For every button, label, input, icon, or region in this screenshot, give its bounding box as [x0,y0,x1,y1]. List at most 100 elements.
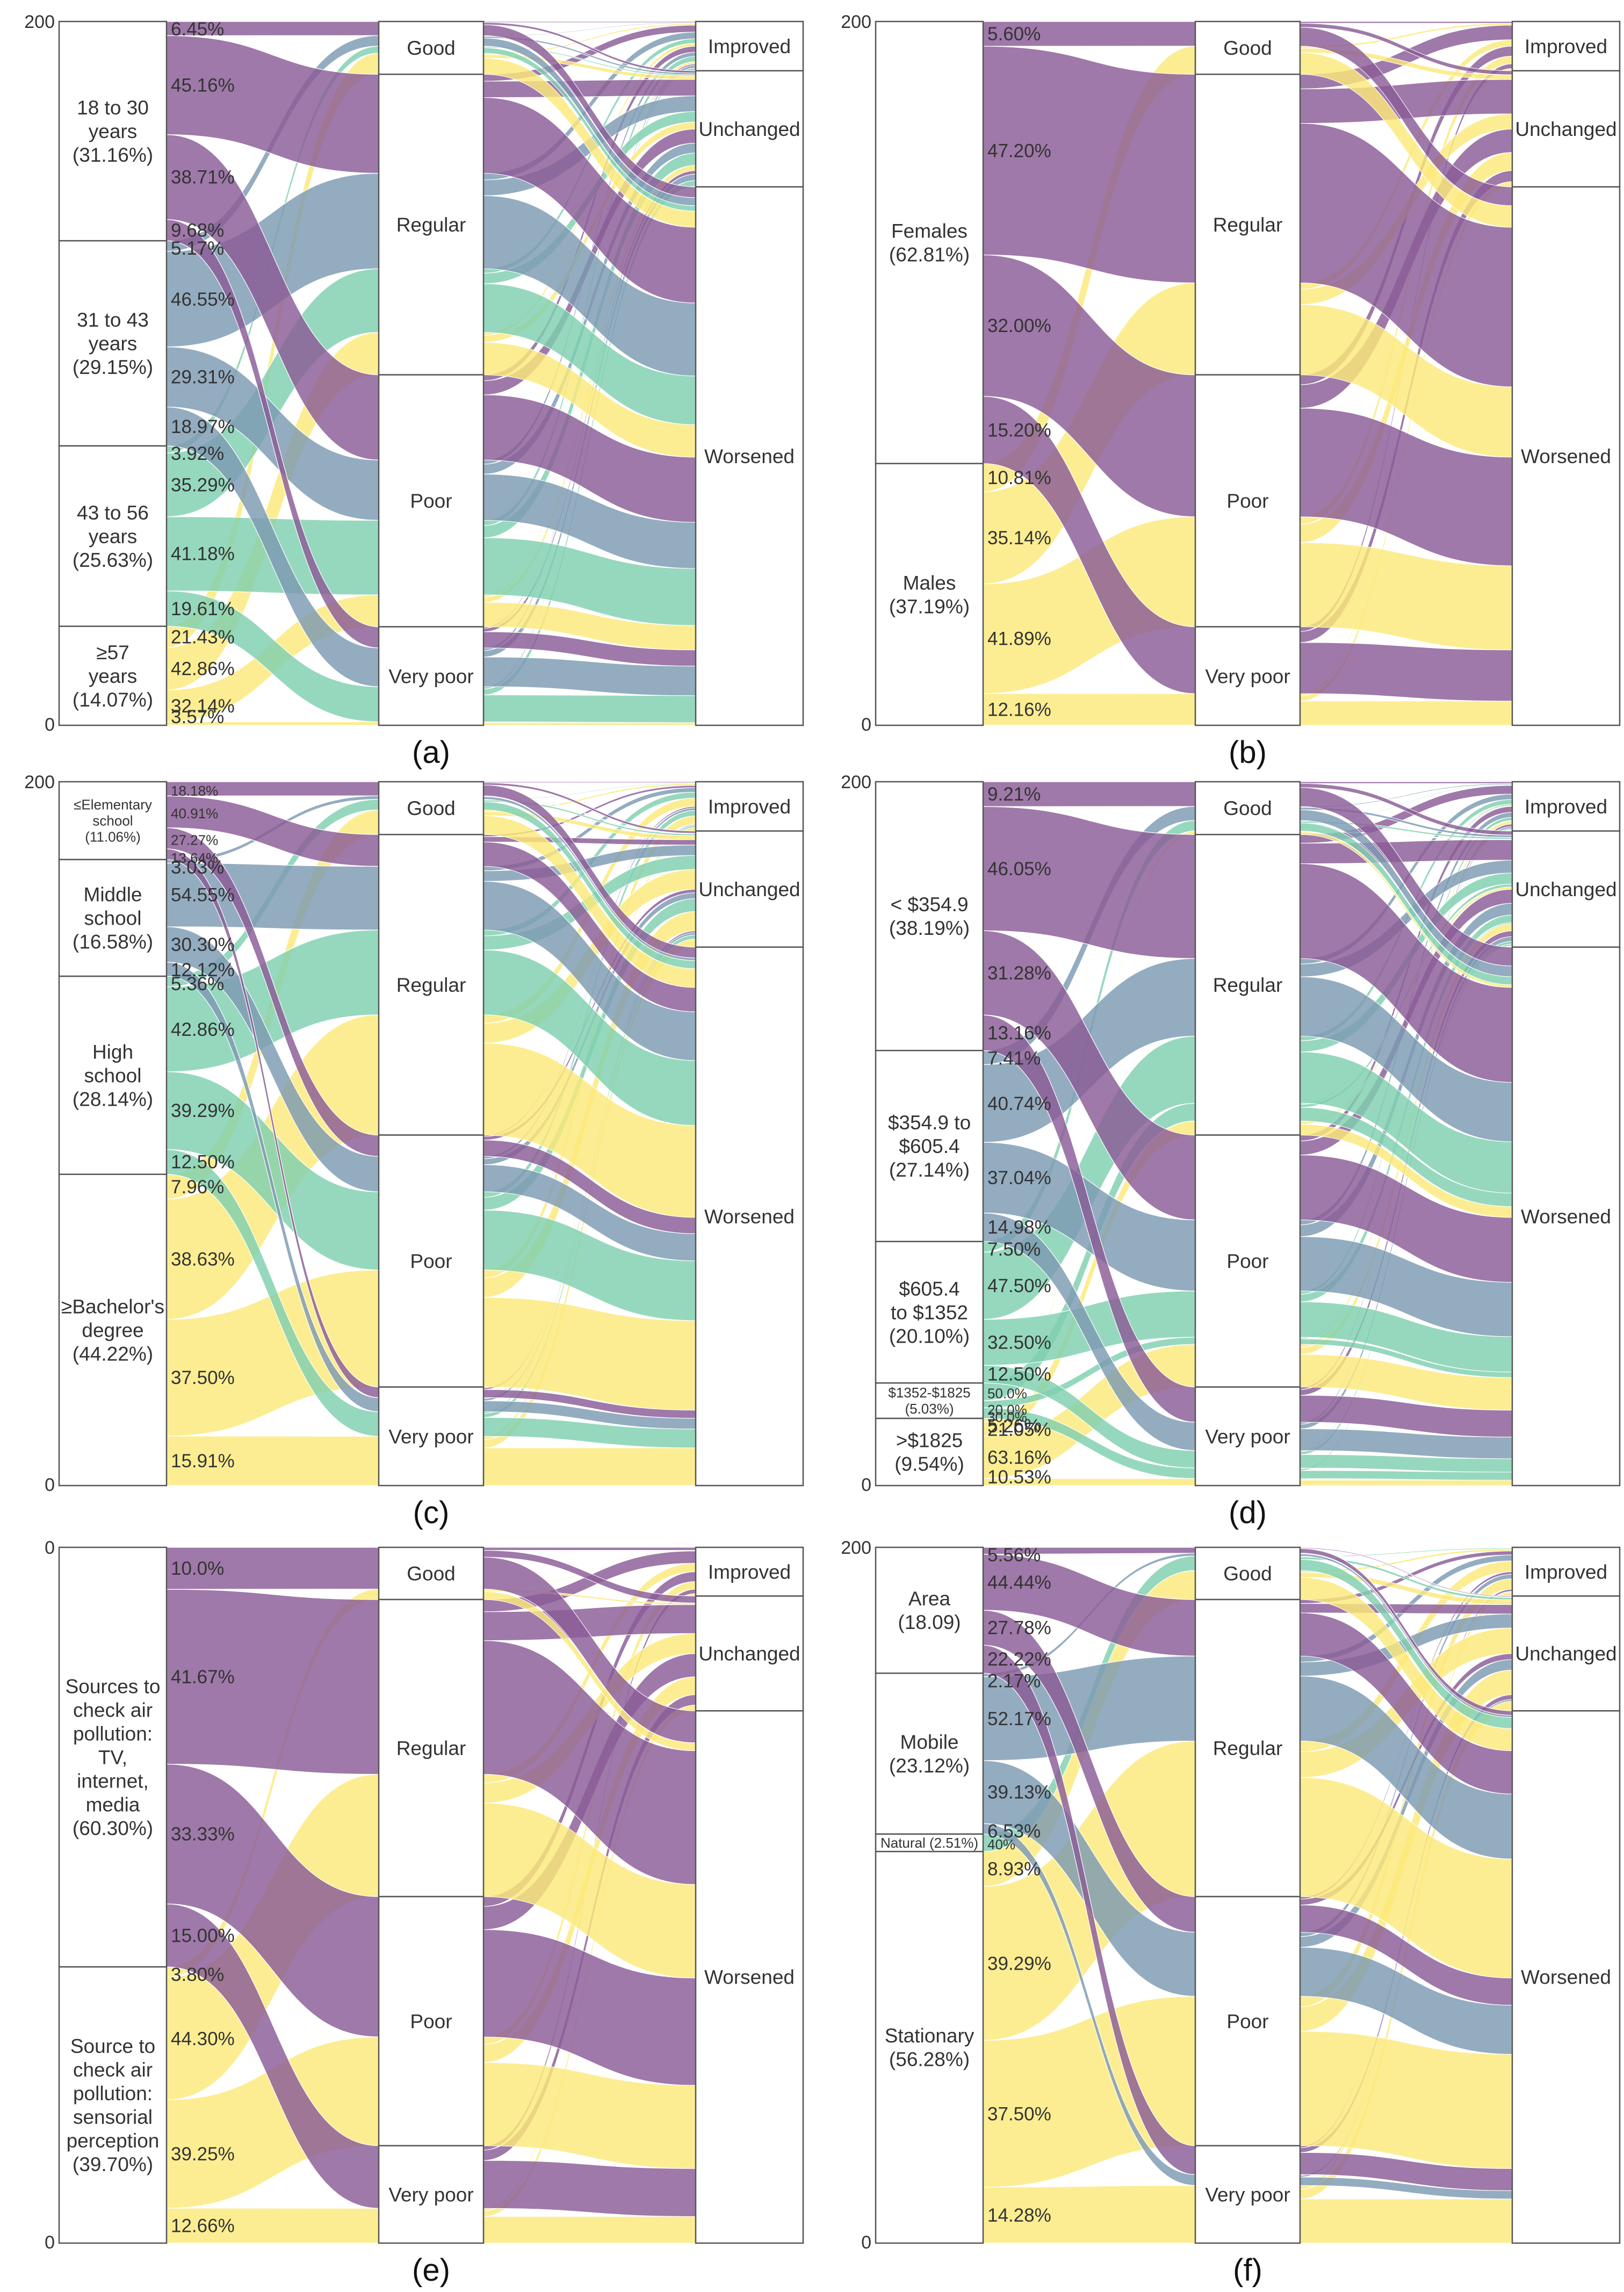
flow-percent-label: 5.17% [171,238,224,259]
category-label-line: Females [891,220,968,242]
stage-label: Good [407,797,456,819]
category-label-line: ≥57 [96,642,129,664]
category-label-line: years [89,665,137,687]
category-label-line: Stationary [885,2025,975,2047]
flow-percent-label: 54.55% [171,885,235,906]
category-label-line: Natural (2.51%) [880,1835,978,1851]
stage-label: Very poor [388,1425,473,1447]
flow-percent-label: 7.50% [987,1239,1041,1260]
flow-percent-label: 33.33% [171,1824,235,1845]
flow-percent-label: 40.91% [171,805,218,821]
stage-node-box [378,1895,485,2146]
flow-percent-label: 13.64% [171,850,218,866]
stage-label: Poor [1226,1250,1268,1272]
category-label-line: (39.70%) [73,2153,153,2175]
stage-node-regular: Regular [1194,1598,1301,1898]
y-axis-tick-top: 200 [24,12,55,32]
stage-node-poor: Poor [1194,1895,1301,2146]
category-label-line: $1352-$1825 [888,1385,970,1401]
flow-percent-label: 7.41% [987,1048,1041,1069]
stage-label: Regular [1213,974,1283,996]
stage-node-box [1194,626,1301,726]
category-label-line: (27.14%) [889,1159,970,1181]
outcome-label: Worsened [1521,445,1611,467]
stage-node-very-poor: Very poor [1194,1386,1301,1487]
flow-very-poor-to-worsened [483,2216,696,2244]
category-label-line: (29.15%) [73,356,153,378]
flow-percent-label: 12.66% [171,2215,235,2236]
outcome-node-box [1511,1595,1621,1712]
flow-percent-label: 10.81% [987,467,1051,488]
stage-node-box [1194,374,1301,628]
outcome-node-box [695,70,804,188]
category-node-box [875,781,984,1051]
flow-percent-label: 44.30% [171,2028,235,2049]
stage-node-box [378,1546,485,1601]
stage-node-good: Good [1194,1546,1301,1601]
flow-percent-label: 45.16% [171,75,235,96]
category-label-line: check air [73,1699,153,1721]
panel-caption: (f) [1233,2253,1262,2288]
outcome-label: Worsened [704,1966,795,1988]
outcome-node-improved: Improved [1511,1546,1621,1597]
y-axis-tick-top: 200 [24,772,55,792]
flow-very-poor-to-worsened [483,1447,696,1486]
category-label-line: years [89,333,137,355]
flow-percent-label: 40% [987,1836,1015,1853]
flow-good-to-improved [1300,1547,1513,1548]
category-label-line: 43 to 56 [77,502,149,524]
flow-percent-label: 5.60% [987,24,1041,45]
category-label-line: (18.09) [898,1611,961,1633]
category-node-box [58,975,168,1175]
flow-very-poor-to-worsened [1300,701,1513,726]
flow-percent-label: 30.30% [171,934,235,955]
outcome-label: Unchanged [698,878,800,900]
category-node-box [875,1050,984,1243]
flow-percent-label: 41.67% [171,1667,235,1688]
stage-node-regular: Regular [378,74,485,376]
outcome-node-improved: Improved [1511,20,1621,71]
stage-node-box [378,626,485,726]
flows-layer [983,781,1513,1486]
stage-node-box [378,374,485,628]
panel-c: 2000≤Elementaryschool(11.06%)18.18%40.91… [24,772,804,1530]
category-label-line: (11.06%) [85,829,141,845]
stage-label: Regular [1213,214,1283,236]
outcome-node-box [695,946,804,1487]
panel-f: 200 0 Area(18.09) 5.56% 44.44% 27.78% 22.22% Mo… [841,1538,1621,2288]
category-label-line: (14.07%) [73,689,153,711]
outcome-node-box [1511,1710,1621,2244]
outcome-node-unchanged: Unchanged [695,830,804,948]
flow-percent-label: 3.57% [171,707,224,727]
category-label-line: High [92,1041,133,1063]
stage-label: Very poor [1205,2183,1290,2205]
category-label-line: (23.12%) [889,1755,970,1777]
category-label-line: < $354.9 [890,893,968,916]
flow-females-to-regular [983,46,1196,284]
flow-percent-label: 22.22% [987,1649,1051,1670]
category-label-line: perception [67,2130,160,2152]
flow-percent-label: 12.16% [987,699,1051,720]
stage-node-regular: Regular [378,834,485,1136]
flow-percent-label: 42.86% [171,1019,235,1040]
outcome-node-worsened: Worsened [695,946,804,1487]
category-label-line: (20.10%) [889,1325,970,1347]
stage-node-good: Good [1194,20,1301,75]
category-node-box [875,1850,984,2244]
flow-percent-label: 14.98% [987,1217,1051,1238]
outcome-node-box [1511,946,1621,1487]
stage-label: Good [407,1563,456,1585]
category-node-area-18-09: Area(18.09) 5.56% 44.44% 27.78% 22.22% [875,1545,1051,1674]
flow-percent-label: 9.68% [171,220,224,241]
outcome-node-box [695,781,804,832]
flow-percent-label: 44.44% [987,1572,1051,1593]
category-node-box [58,1966,168,2244]
stage-node-very-poor: Very poor [378,626,485,726]
category-label-line: pollution: [73,2082,153,2104]
category-label-line: check air [73,2059,153,2081]
category-label-line: (31.16%) [73,144,153,166]
category-label-line: ≥Bachelor's [61,1295,164,1317]
flow-354-9-to-regular [983,806,1196,959]
outcome-label: Improved [1525,35,1607,57]
